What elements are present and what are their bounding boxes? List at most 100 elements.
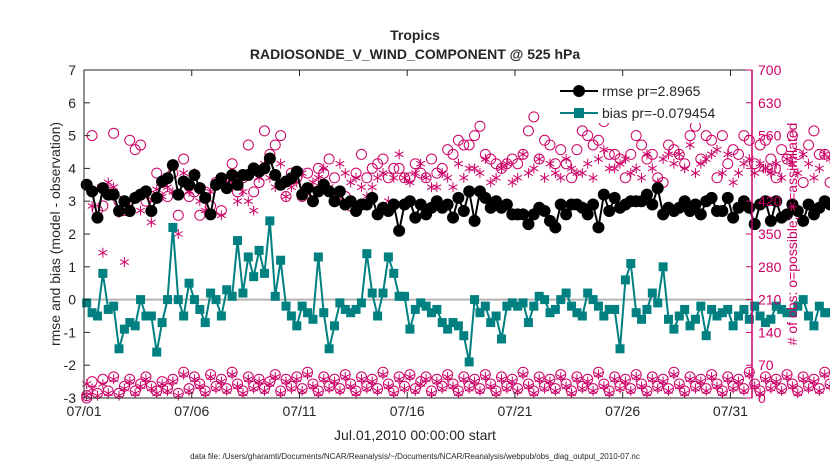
obs-assimilated-marker: [798, 374, 808, 385]
asterisk-stroke: [825, 383, 830, 387]
obs-assimilated-marker: [728, 383, 738, 394]
rmse-point: [323, 185, 336, 198]
obs-assimilated-marker: [346, 381, 356, 392]
bias-point: [426, 308, 436, 318]
rmse-point: [150, 191, 163, 204]
asterisk-stroke: [130, 390, 140, 397]
obs-assimilated-marker: [243, 374, 253, 385]
bias-point: [146, 311, 156, 321]
asterisk-stroke: [777, 174, 787, 181]
rmse-point: [409, 211, 422, 224]
asterisk-stroke: [232, 383, 243, 390]
obs-assimilated-marker: [367, 376, 377, 387]
obs-assimilated-marker: [556, 371, 566, 382]
asterisk-stroke: [195, 383, 205, 390]
rmse-point: [387, 198, 400, 211]
bias-point: [497, 334, 506, 344]
asterisk-stroke: [270, 373, 280, 380]
obs-assimilated-marker: [631, 163, 641, 174]
obs-assimilated-marker: [189, 374, 200, 385]
asterisk-stroke: [410, 388, 420, 394]
rmse-point: [689, 198, 702, 211]
asterisk-stroke: [432, 184, 442, 191]
bias-point: [610, 304, 620, 314]
obs-assimilated-marker: [653, 383, 663, 394]
asterisk-stroke: [550, 170, 560, 177]
obs-assimilated-marker: [825, 154, 830, 165]
obs-possible-marker: [447, 148, 459, 160]
asterisk-stroke: [125, 378, 135, 385]
asterisk-stroke: [502, 160, 512, 167]
bias-point: [184, 278, 194, 288]
obs-assimilated-marker: [814, 385, 824, 396]
bias-point: [464, 357, 474, 367]
bias-point: [141, 311, 151, 321]
y-tick-label: 4: [68, 160, 76, 176]
asterisk-stroke: [577, 170, 587, 177]
asterisk-stroke: [728, 385, 738, 392]
rmse-point: [204, 208, 217, 221]
bias-point: [292, 321, 302, 331]
asterisk-stroke: [739, 160, 749, 167]
y-tick-label: -1: [64, 324, 77, 340]
bias-point: [82, 298, 92, 308]
asterisk-stroke: [513, 174, 523, 181]
obs-possible-marker: [124, 134, 136, 146]
rmse-point: [333, 185, 346, 198]
obs-assimilated-marker: [443, 371, 453, 382]
bias-point: [647, 288, 657, 298]
legend: rmse pr=2.8965 bias pr=-0.079454: [555, 79, 744, 123]
obs-possible-marker: [544, 139, 556, 151]
y-tick-label: 7: [68, 62, 76, 78]
obs-assimilated-marker: [809, 172, 819, 183]
asterisk-stroke: [480, 373, 490, 380]
rmse-series-group: [80, 152, 830, 237]
rmse-point: [231, 178, 244, 191]
obs-assimilated-marker: [135, 381, 146, 392]
obs-assimilated-marker: [340, 168, 350, 179]
asterisk-stroke: [453, 160, 463, 167]
asterisk-stroke: [798, 151, 808, 158]
bias-point: [265, 216, 275, 226]
obs-possible-marker: [361, 172, 373, 184]
obs-assimilated-marker: [410, 385, 420, 396]
asterisk-stroke: [631, 373, 641, 380]
obs-assimilated-marker: [647, 374, 657, 385]
rmse-point: [468, 214, 481, 227]
obs-assimilated-marker: [276, 158, 286, 169]
obs-assimilated-marker: [378, 369, 388, 380]
bias-point: [766, 314, 776, 324]
obs-assimilated-marker: [486, 381, 496, 392]
asterisk-stroke: [373, 174, 383, 181]
obs-assimilated-marker: [146, 383, 156, 394]
obs-possible-marker: [512, 158, 524, 170]
obs-assimilated-marker: [448, 381, 458, 392]
obs-assimilated-marker: [243, 196, 253, 207]
bias-point: [421, 301, 431, 311]
obs-assimilated-marker: [238, 388, 248, 399]
rmse-point: [587, 198, 600, 211]
asterisk-stroke: [599, 383, 609, 390]
asterisk-stroke: [200, 390, 210, 397]
obs-assimilated-marker: [707, 371, 717, 382]
obs-assimilated-marker: [669, 369, 679, 380]
bias-point: [588, 295, 598, 305]
obs-assimilated-marker: [399, 172, 410, 183]
asterisk-stroke: [179, 371, 189, 378]
asterisk-stroke: [636, 174, 647, 181]
asterisk-stroke: [340, 373, 350, 380]
obs-assimilated-marker: [340, 371, 350, 382]
obs-assimilated-marker: [636, 172, 647, 183]
bias-point: [707, 304, 717, 314]
obs-assimilated-marker: [550, 385, 560, 396]
obs-assimilated-marker: [566, 388, 577, 399]
obs-possible-marker: [803, 139, 815, 151]
bias-point: [529, 301, 539, 311]
bias-point: [739, 304, 749, 314]
obs-assimilated-marker: [443, 172, 453, 183]
bias-point: [583, 288, 593, 298]
obs-assimilated-marker: [362, 383, 372, 394]
bias-point: [189, 295, 199, 305]
rmse-point: [457, 205, 470, 218]
obs-possible-marker: [248, 186, 260, 198]
